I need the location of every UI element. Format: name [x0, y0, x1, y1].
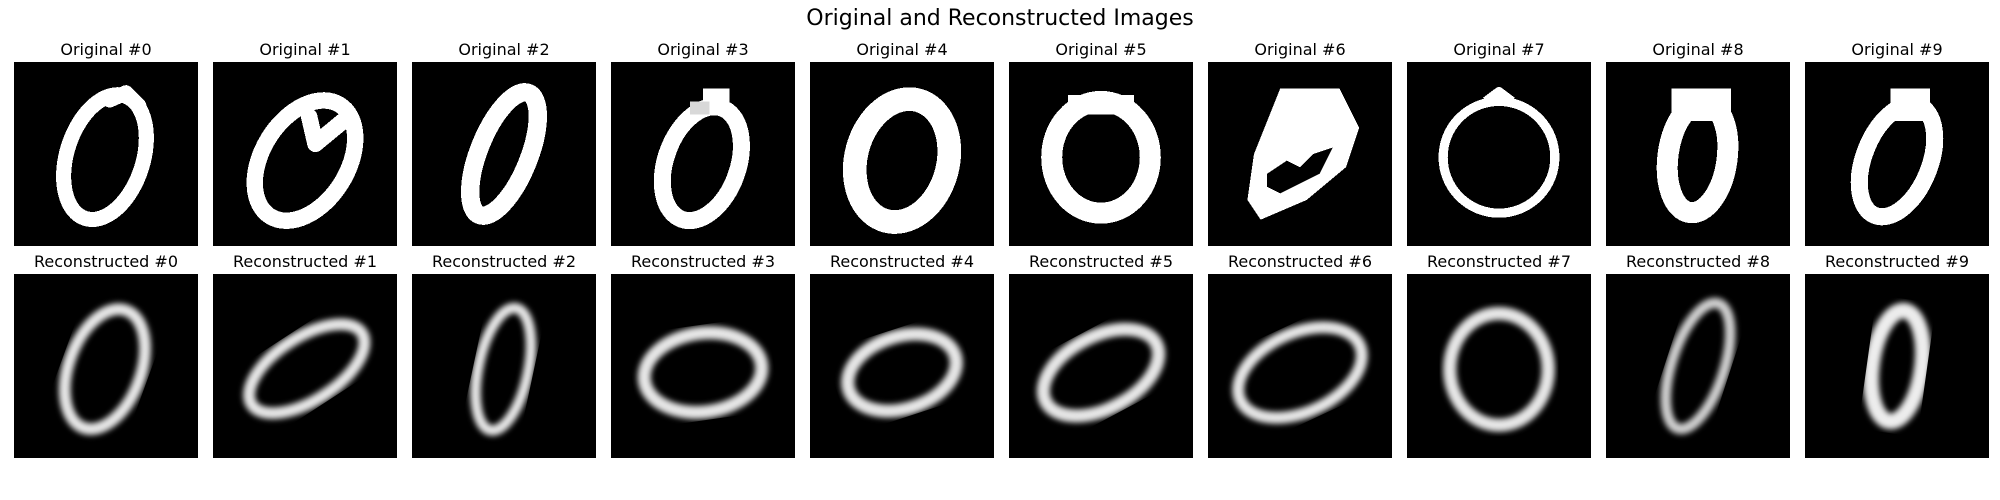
image-cell: Reconstructed #5	[1009, 252, 1193, 458]
reconstructed-image	[1407, 274, 1591, 458]
image-label: Reconstructed #1	[232, 252, 378, 271]
image-cell: Original #3	[611, 40, 795, 246]
original-image	[810, 62, 994, 246]
image-label: Reconstructed #4	[829, 252, 975, 271]
image-label: Reconstructed #2	[431, 252, 577, 271]
figure-title: Original and Reconstructed Images	[806, 6, 1194, 31]
image-cell: Reconstructed #0	[14, 252, 198, 458]
image-cell: Reconstructed #9	[1805, 252, 1989, 458]
reconstructed-image	[213, 274, 397, 458]
image-cell: Original #5	[1009, 40, 1193, 246]
image-label: Original #8	[1652, 40, 1744, 59]
reconstructed-image	[1208, 274, 1392, 458]
image-label: Original #7	[1453, 40, 1545, 59]
image-cell: Reconstructed #6	[1208, 252, 1392, 458]
image-cell: Original #9	[1805, 40, 1989, 246]
image-label: Original #0	[60, 40, 152, 59]
image-label: Original #1	[259, 40, 351, 59]
image-cell: Original #0	[14, 40, 198, 246]
image-cell: Original #4	[810, 40, 994, 246]
original-image	[1606, 62, 1790, 246]
original-image	[213, 62, 397, 246]
reconstructed-image	[1009, 274, 1193, 458]
image-cell: Reconstructed #8	[1606, 252, 1790, 458]
image-label: Original #9	[1851, 40, 1943, 59]
image-cell: Reconstructed #7	[1407, 252, 1591, 458]
image-cell: Original #6	[1208, 40, 1392, 246]
reconstructed-image	[611, 274, 795, 458]
image-label: Reconstructed #5	[1028, 252, 1174, 271]
image-label: Reconstructed #6	[1227, 252, 1373, 271]
image-label: Reconstructed #9	[1824, 252, 1970, 271]
original-image	[14, 62, 198, 246]
image-label: Reconstructed #8	[1625, 252, 1771, 271]
image-cell: Reconstructed #1	[213, 252, 397, 458]
image-label: Original #4	[856, 40, 948, 59]
image-cell: Reconstructed #2	[412, 252, 596, 458]
reconstructed-image	[1805, 274, 1989, 458]
image-label: Reconstructed #0	[33, 252, 179, 271]
reconstructed-image	[412, 274, 596, 458]
reconstructed-image	[810, 274, 994, 458]
image-label: Original #5	[1055, 40, 1147, 59]
image-grid: Original #0 Original #1 Original #2	[14, 40, 1989, 458]
reconstructed-image	[14, 274, 198, 458]
image-cell: Reconstructed #4	[810, 252, 994, 458]
original-image	[1407, 62, 1591, 246]
original-image	[611, 62, 795, 246]
image-label: Reconstructed #3	[630, 252, 776, 271]
original-image	[412, 62, 596, 246]
image-label: Original #3	[657, 40, 749, 59]
reconstructed-image	[1606, 274, 1790, 458]
image-cell: Original #1	[213, 40, 397, 246]
image-cell: Original #2	[412, 40, 596, 246]
image-label: Reconstructed #7	[1426, 252, 1572, 271]
image-label: Original #6	[1254, 40, 1346, 59]
image-cell: Original #7	[1407, 40, 1591, 246]
original-image	[1805, 62, 1989, 246]
original-image	[1009, 62, 1193, 246]
image-cell: Reconstructed #3	[611, 252, 795, 458]
image-label: Original #2	[458, 40, 550, 59]
image-cell: Original #8	[1606, 40, 1790, 246]
original-image	[1208, 62, 1392, 246]
